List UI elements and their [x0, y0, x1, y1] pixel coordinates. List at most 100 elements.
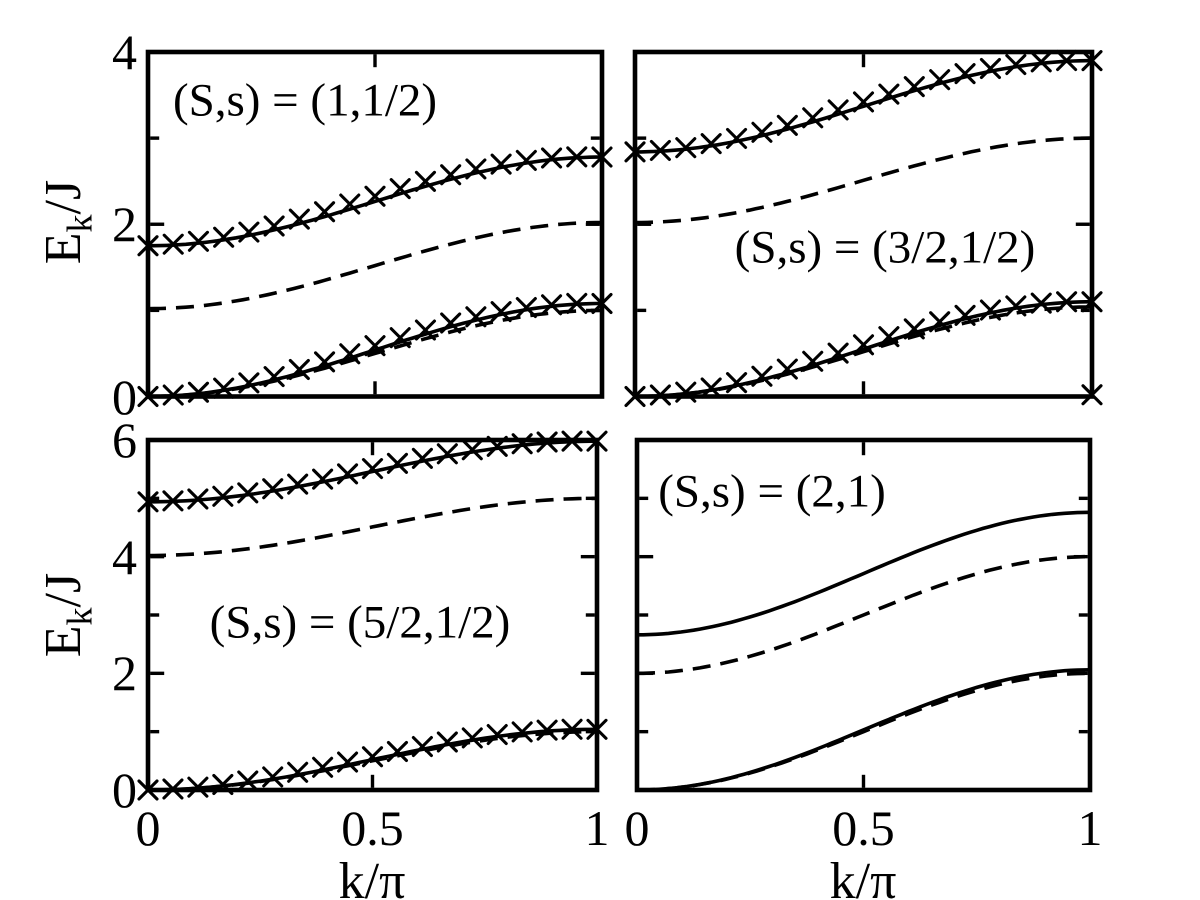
x-marker	[212, 485, 234, 507]
x-marker	[1030, 51, 1052, 73]
x-marker	[389, 327, 411, 349]
x-marker	[541, 294, 563, 316]
optical-branch-dashed-curve	[635, 136, 1093, 225]
panel-1	[137, 49, 613, 408]
x-marker	[511, 433, 533, 455]
x-marker	[751, 365, 773, 387]
x-marker	[541, 147, 563, 169]
x-marker	[624, 141, 646, 163]
optical-x-markers	[137, 146, 613, 257]
x-tick-label: 0	[624, 800, 650, 856]
x-tick-label: 0	[135, 800, 161, 856]
x-marker	[262, 766, 284, 788]
x-marker	[903, 76, 925, 98]
x-marker	[213, 377, 235, 399]
x-marker	[237, 770, 259, 792]
x-marker	[878, 83, 900, 105]
y-tick-label: 0	[112, 762, 137, 818]
x-marker	[1056, 291, 1078, 313]
panel-2	[624, 49, 1103, 408]
x-marker	[461, 727, 483, 749]
x-marker	[827, 342, 849, 364]
axes-frame	[145, 49, 605, 399]
x-axis-label-left: k/π	[338, 853, 406, 900]
x-marker	[364, 185, 386, 207]
y-tick-label: 6	[112, 412, 137, 468]
x-marker	[337, 751, 359, 773]
x-marker	[263, 366, 285, 388]
x-marker	[288, 358, 310, 381]
optical-branch-dashed-curve	[637, 554, 1090, 676]
x-marker	[465, 158, 487, 180]
panel-3	[137, 430, 608, 801]
x-marker	[490, 153, 512, 175]
x-marker	[461, 439, 483, 461]
x-marker	[903, 318, 925, 340]
x-marker	[288, 208, 310, 230]
x-marker	[1081, 291, 1103, 313]
x-marker	[751, 121, 773, 143]
panel-3-title: (S,s) = (5/2,1/2)	[209, 596, 511, 649]
x-marker	[515, 297, 537, 319]
y-axis-label-rest: /J	[35, 179, 92, 215]
x-marker	[187, 776, 209, 798]
x-marker	[1081, 50, 1103, 72]
x-tick-label: 1	[584, 800, 610, 856]
y-axis-label-rest: /J	[35, 572, 92, 608]
y-tick-label: 4	[112, 528, 137, 585]
panel-4	[634, 437, 1093, 793]
x-marker	[515, 149, 537, 171]
x-marker	[852, 334, 875, 356]
y-axis-label-top: Ek/J	[35, 179, 99, 264]
x-marker	[929, 69, 951, 91]
x-marker	[414, 319, 436, 341]
x-marker	[162, 490, 184, 512]
acoustic-x-markers	[624, 291, 1103, 408]
x-marker	[312, 756, 334, 778]
x-marker	[263, 215, 285, 237]
x-marker	[586, 430, 608, 452]
y-axis-label-sub: k	[59, 607, 100, 626]
y-tick-label: 0	[112, 368, 137, 425]
y-tick-label: 2	[112, 196, 137, 253]
x-marker	[511, 721, 533, 743]
x-marker	[187, 488, 209, 510]
panel-1-title: (S,s) = (1,1/2)	[172, 74, 438, 127]
x-marker	[954, 304, 976, 326]
x-marker	[337, 463, 359, 485]
x-tick-label: 0.5	[832, 800, 895, 856]
x-marker	[465, 306, 487, 328]
optical-branch-dashed-curve	[147, 220, 603, 311]
x-marker	[586, 718, 608, 740]
x-marker	[238, 372, 260, 394]
x-marker	[566, 292, 588, 314]
x-marker	[339, 193, 361, 215]
x-marker	[440, 312, 462, 334]
x-marker	[314, 351, 336, 373]
optical-branch-solid-curve	[637, 510, 1091, 637]
x-marker	[1081, 384, 1103, 406]
x-marker	[237, 482, 259, 504]
x-marker	[238, 221, 260, 243]
x-marker	[137, 491, 159, 513]
x-marker	[262, 478, 284, 500]
x-marker	[212, 773, 234, 796]
x-marker	[852, 91, 875, 113]
acoustic-branch-dashed-curve	[148, 308, 602, 399]
x-marker	[700, 377, 722, 399]
x-marker	[361, 746, 384, 768]
x-marker	[187, 230, 209, 252]
x-marker	[411, 447, 433, 469]
x-marker	[1030, 292, 1052, 314]
x-marker	[624, 385, 646, 408]
x-marker	[700, 133, 722, 155]
x-marker	[929, 311, 951, 333]
x-marker	[187, 381, 209, 403]
x-marker	[361, 458, 384, 480]
x-marker	[162, 384, 184, 406]
y-tick-label: 4	[112, 24, 137, 80]
x-tick-label: 0.5	[341, 800, 404, 856]
x-marker	[436, 731, 458, 753]
x-marker	[386, 452, 408, 474]
